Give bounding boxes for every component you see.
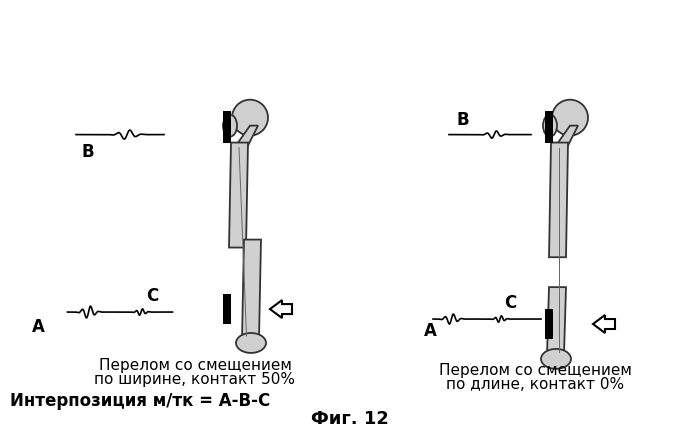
Polygon shape <box>547 287 566 355</box>
Ellipse shape <box>543 115 557 137</box>
Text: Перелом со смещением: Перелом со смещением <box>99 358 291 373</box>
Circle shape <box>232 100 268 135</box>
Polygon shape <box>549 143 568 257</box>
Bar <box>223 111 231 143</box>
Text: С: С <box>146 287 158 305</box>
Text: С: С <box>504 294 516 312</box>
Text: Интерпозиция м/тк = А-В-С: Интерпозиция м/тк = А-В-С <box>10 392 270 410</box>
FancyArrow shape <box>270 300 292 318</box>
Text: А: А <box>32 318 44 336</box>
Text: Фиг. 12: Фиг. 12 <box>311 410 389 428</box>
Text: В: В <box>82 142 94 160</box>
Polygon shape <box>556 126 578 146</box>
Ellipse shape <box>223 115 237 137</box>
Ellipse shape <box>236 333 266 353</box>
Text: Перелом со смещением: Перелом со смещением <box>439 363 631 378</box>
Text: В: В <box>456 111 469 129</box>
Circle shape <box>552 100 588 135</box>
Bar <box>545 309 553 339</box>
Text: по длине, контакт 0%: по длине, контакт 0% <box>446 378 624 392</box>
Text: А: А <box>424 322 436 340</box>
Bar <box>545 111 553 143</box>
Polygon shape <box>236 126 258 146</box>
FancyArrow shape <box>593 315 615 333</box>
Text: по ширине, контакт 50%: по ширине, контакт 50% <box>94 372 295 387</box>
Polygon shape <box>242 240 261 339</box>
Polygon shape <box>229 143 248 248</box>
Ellipse shape <box>541 349 571 369</box>
Bar <box>223 294 231 324</box>
